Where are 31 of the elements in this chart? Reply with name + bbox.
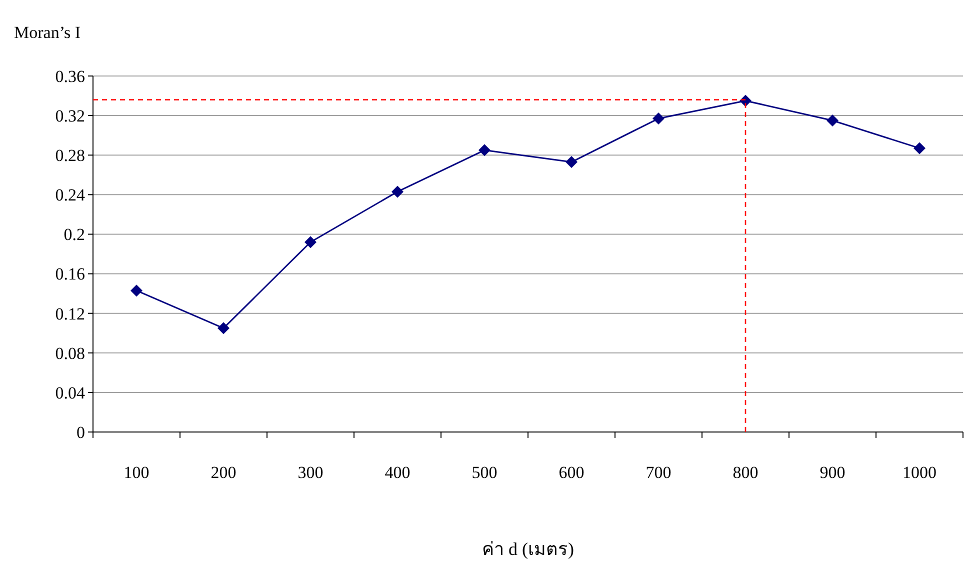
point: [652, 112, 664, 125]
point: [304, 236, 316, 248]
y-tick-label: 0.12: [55, 304, 85, 324]
x-tick-label: 600: [558, 463, 584, 482]
x-tick-label: 900: [820, 463, 846, 482]
y-tick-label: 0.16: [55, 264, 85, 284]
y-tick-label: 0.2: [64, 225, 85, 244]
point: [130, 284, 142, 297]
x-tick-label: 300: [298, 463, 324, 482]
y-tick-label: 0.36: [55, 66, 85, 86]
point: [826, 114, 838, 126]
x-axis-title: ค่า d (เมตร): [482, 539, 574, 559]
x-tick-label: 200: [210, 463, 236, 482]
y-tick-label: 0.28: [55, 146, 85, 166]
x-tick-label: 500: [472, 463, 498, 482]
point: [566, 156, 578, 168]
y-tick-label: 0.08: [55, 344, 85, 363]
x-tick-label: 100: [124, 463, 150, 482]
x-tick-label: 700: [646, 463, 672, 482]
point: [392, 186, 404, 198]
y-tick-label: 0.24: [55, 186, 86, 205]
y-tick-label: 0.32: [55, 106, 85, 126]
point: [218, 322, 230, 334]
y-axis-title: Moran’s I: [14, 23, 81, 42]
point: [478, 144, 490, 156]
y-tick-label: 0: [76, 422, 85, 442]
point: [914, 142, 926, 154]
x-tick-label: 1000: [902, 463, 936, 482]
y-tick-label: 0.04: [55, 383, 86, 402]
x-tick-label: 400: [384, 463, 410, 482]
x-tick-label: 800: [732, 463, 758, 482]
